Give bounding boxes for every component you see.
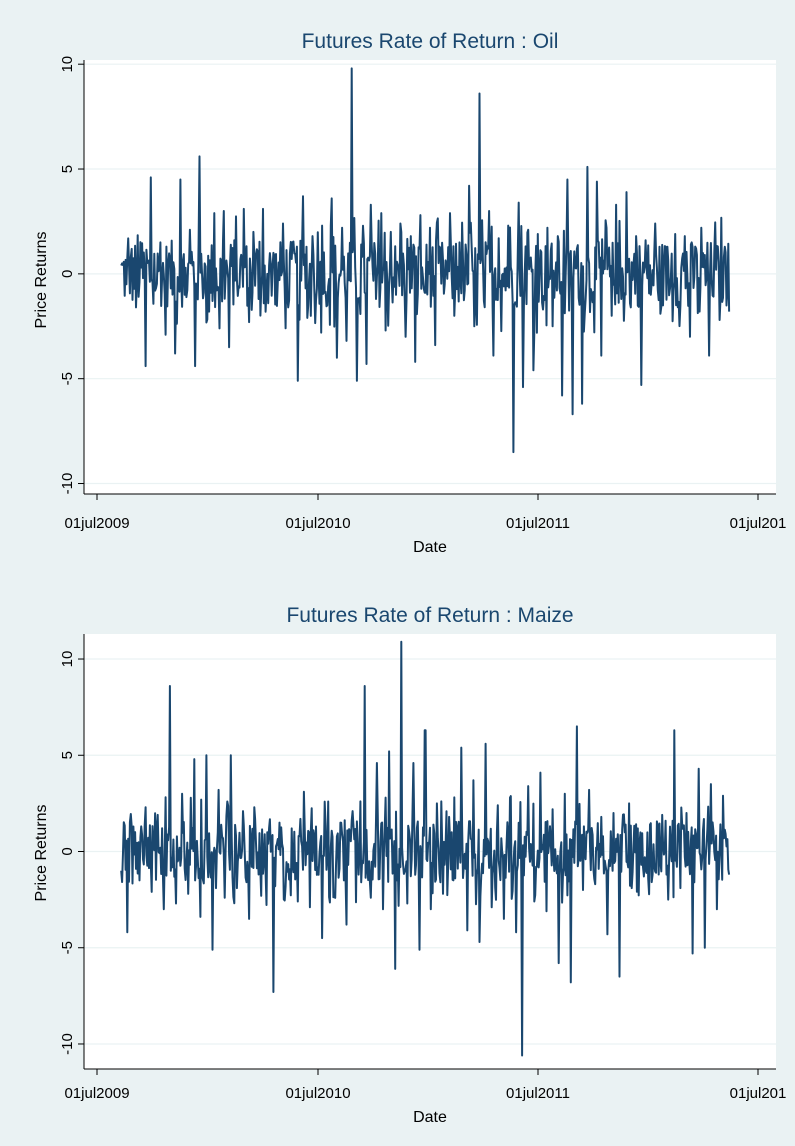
oil-x-axis-label: Date	[413, 539, 447, 556]
maize-y-tick-label: 5	[59, 751, 76, 759]
maize-x-axis-label: Date	[413, 1109, 447, 1126]
maize-y-tick-label: -5	[59, 941, 76, 954]
oil-x-tick-label: 01jul2011	[506, 515, 570, 532]
maize-chart-title: Futures Rate of Return : Maize	[286, 604, 573, 627]
maize-y-tick-label: 0	[59, 847, 76, 855]
oil-y-tick-label: -10	[59, 473, 76, 495]
maize-panel: Futures Rate of Return : Maize Price Ret…	[33, 604, 786, 1126]
oil-series-line	[120, 67, 731, 454]
maize-y-tick-label: -10	[59, 1033, 76, 1055]
maize-x-tick-label: 01jul2010	[285, 1085, 350, 1102]
maize-x-ticks: 01jul2009 01jul2010 01jul2011 01jul201	[64, 1069, 786, 1102]
oil-x-ticks: 01jul2009 01jul2010 01jul2011 01jul201	[64, 494, 786, 532]
oil-y-ticks: 10 5 0 -5 -10	[59, 56, 84, 495]
maize-x-tick-label: 01jul2011	[506, 1085, 570, 1102]
oil-panel: Futures Rate of Return : Oil Price Retur…	[33, 30, 786, 556]
oil-y-tick-label: 10	[59, 56, 76, 73]
oil-chart-title: Futures Rate of Return : Oil	[302, 30, 559, 53]
oil-y-tick-label: 0	[59, 270, 76, 278]
oil-x-tick-label: 01jul2010	[285, 515, 350, 532]
oil-x-tick-label: 01jul2009	[64, 515, 129, 532]
maize-y-tick-label: 10	[59, 651, 76, 668]
oil-x-tick-label: 01jul201	[730, 515, 787, 532]
oil-y-tick-label: -5	[59, 372, 76, 385]
maize-x-tick-label: 01jul201	[730, 1085, 787, 1102]
maize-gridlines	[84, 658, 776, 1045]
oil-y-axis-label: Price Returns	[33, 232, 50, 329]
maize-y-axis-label: Price Returns	[33, 805, 50, 902]
maize-series-line	[120, 640, 731, 1057]
maize-x-tick-label: 01jul2009	[64, 1085, 129, 1102]
maize-y-ticks: 10 5 0 -5 -10	[59, 651, 84, 1055]
oil-y-tick-label: 5	[59, 165, 76, 173]
